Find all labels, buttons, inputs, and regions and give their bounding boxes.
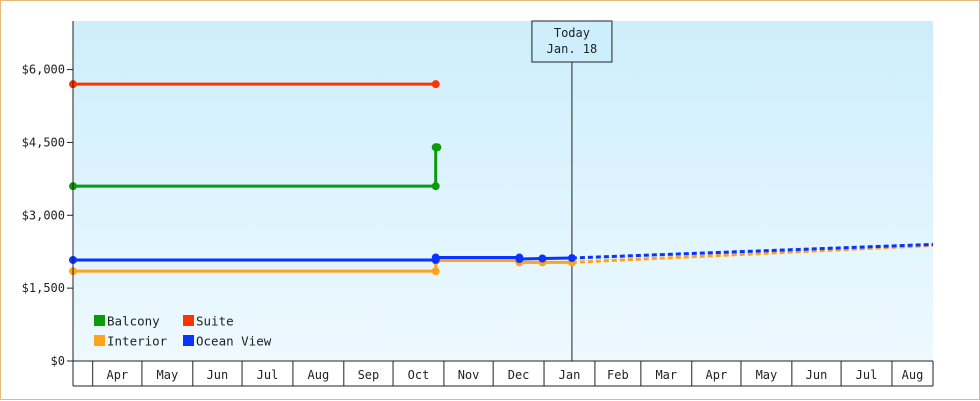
x-tick-label: Dec [508, 368, 530, 382]
x-tick-label: Jun [207, 368, 229, 382]
legend-label: Balcony [107, 314, 160, 329]
legend-item-ocean-view: Ocean View [183, 334, 272, 349]
series-ocean-view [69, 242, 934, 264]
data-point [431, 267, 440, 276]
today-box [531, 20, 613, 63]
y-tick-label: $3,000 [22, 208, 65, 222]
x-tick-label: Jul [257, 368, 279, 382]
forecast-line-ocean-view [571, 242, 934, 260]
x-tick-label: Mar [655, 368, 677, 382]
data-point [431, 80, 440, 89]
legend-label: Ocean View [196, 334, 272, 349]
legend-swatch [183, 315, 194, 326]
series-balcony [69, 143, 442, 191]
legend-swatch [94, 335, 105, 346]
x-tick-label: Feb [607, 368, 629, 382]
x-tick-label: Jan [559, 368, 581, 382]
legend-item-interior: Interior [94, 334, 168, 349]
data-point [431, 253, 440, 262]
y-tick-label: $4,500 [22, 135, 65, 149]
legend-swatch [94, 315, 105, 326]
legend-item-suite: Suite [183, 314, 234, 329]
data-point [515, 255, 524, 263]
x-tick-label: Aug [902, 368, 924, 382]
legend-label: Suite [196, 314, 234, 329]
y-tick-label: $1,500 [22, 281, 65, 295]
legend-label: Interior [107, 334, 168, 349]
today-date-label: Jan. 18 [547, 42, 598, 56]
x-tick-label: Sep [358, 368, 380, 382]
x-tick-label: Jul [856, 368, 878, 382]
x-tick-label: May [157, 368, 179, 382]
legend-swatch [183, 335, 194, 346]
data-point [567, 254, 576, 263]
x-tick-label: Apr [106, 368, 128, 382]
x-tick-label: Apr [706, 368, 728, 382]
x-tick-label: Aug [308, 368, 330, 382]
x-tick-label: Nov [458, 368, 480, 382]
data-point [431, 182, 440, 191]
legend-item-balcony: Balcony [94, 314, 160, 329]
y-tick-label: $0 [51, 354, 65, 368]
data-point [538, 254, 547, 263]
plot-area [73, 21, 933, 361]
y-tick-label: $6,000 [22, 63, 65, 77]
x-tick-label: Oct [408, 368, 430, 382]
x-tick-label: Jun [806, 368, 828, 382]
forecast-line-interior [571, 243, 934, 264]
today-label: Today [554, 26, 590, 40]
data-point [433, 143, 442, 152]
x-tick-label: May [756, 368, 778, 382]
